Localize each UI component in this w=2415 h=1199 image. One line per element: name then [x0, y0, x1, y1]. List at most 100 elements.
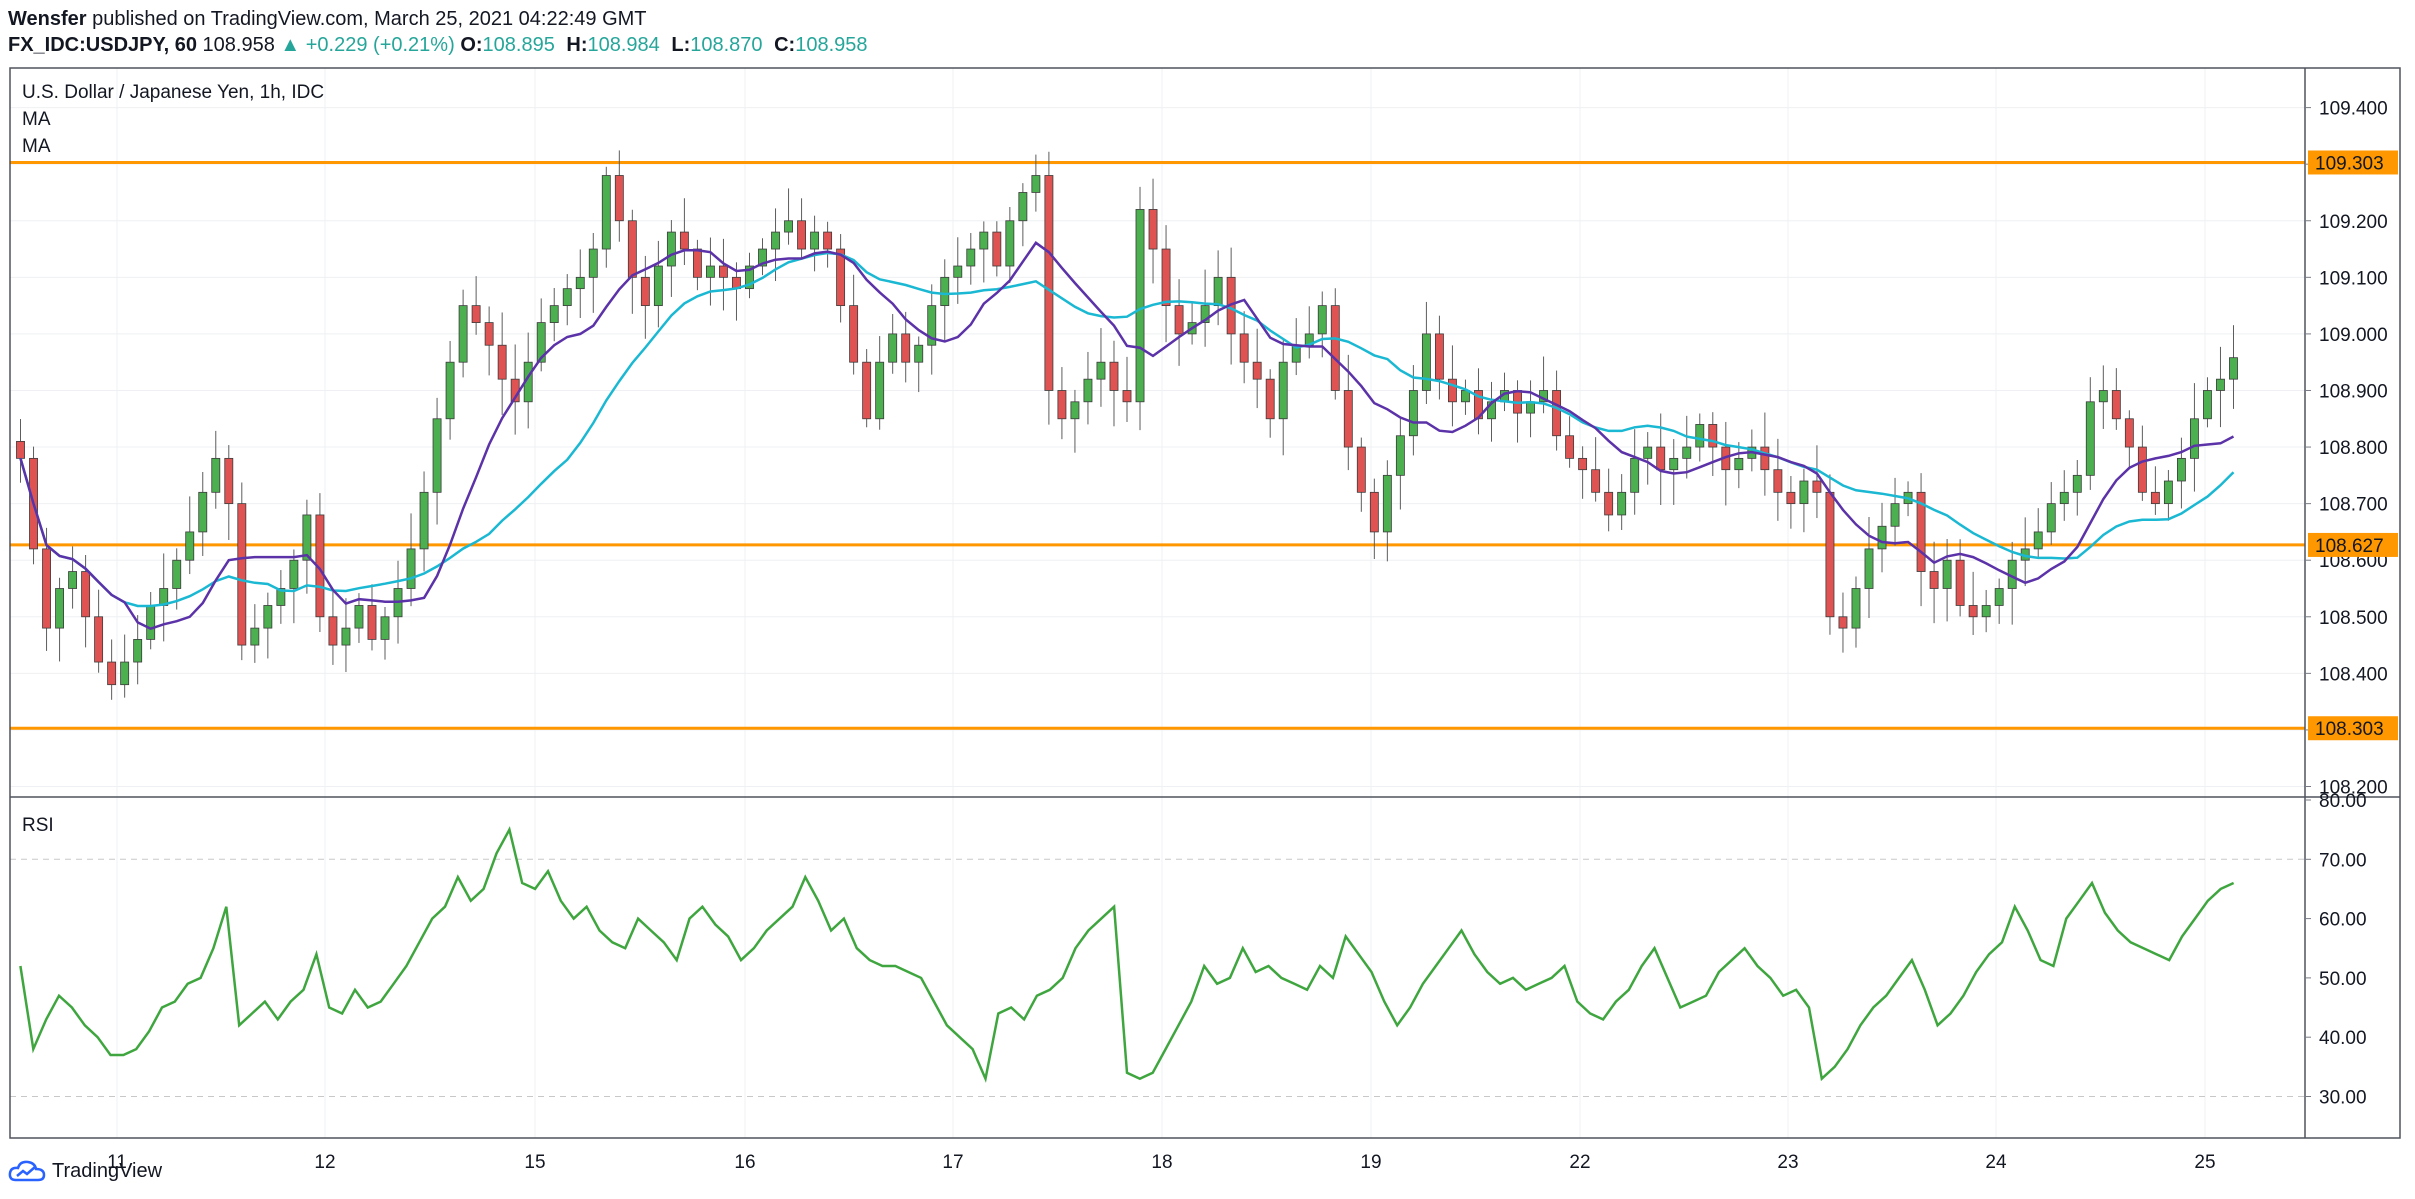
candle-down [497, 344, 507, 380]
candle-up [1890, 503, 1900, 527]
candle-up [458, 305, 468, 363]
candle-up [1851, 588, 1861, 629]
candle-up [1005, 220, 1015, 267]
candlesticks[interactable] [16, 150, 2238, 700]
candle-down [640, 276, 650, 307]
rsi-tick-label: 70.00 [2319, 850, 2367, 871]
level-price-tag [2308, 716, 2398, 741]
candle-up [133, 639, 143, 663]
y-tick-label: 109.000 [2319, 325, 2388, 346]
candle-down [1604, 491, 1614, 516]
candle-up [250, 627, 260, 646]
candle-down [1265, 378, 1275, 420]
candle-up [888, 333, 898, 363]
candle-up [302, 514, 312, 561]
y-tick-label: 108.900 [2319, 381, 2388, 402]
publish-line: Wensfer published on TradingView.com, Ma… [8, 6, 647, 32]
candle-down [1356, 446, 1366, 493]
candle-down [1109, 361, 1119, 391]
candle-up [2098, 390, 2108, 403]
candle-down [1591, 469, 1601, 493]
high-label: H: [566, 34, 588, 56]
rsi-tick-label: 80.00 [2319, 791, 2367, 812]
candle-up [185, 531, 195, 561]
y-tick-label: 108.700 [2319, 495, 2388, 516]
candle-up [406, 548, 416, 589]
candle-down [1057, 390, 1067, 420]
candle-up [1278, 361, 1288, 420]
candle-up [1083, 378, 1093, 403]
candle-up [1799, 480, 1809, 505]
level-price-tag [2308, 532, 2398, 557]
candle-up [601, 175, 611, 250]
candle-up [549, 305, 559, 323]
x-tick-label: 12 [314, 1152, 335, 1173]
candle-up [653, 265, 663, 307]
x-tick-label: 17 [942, 1152, 963, 1173]
rsi-tick-label: 40.00 [2319, 1028, 2367, 1049]
x-tick-label: 19 [1360, 1152, 1381, 1173]
rsi-tick-label: 50.00 [2319, 969, 2367, 990]
candle-up [2046, 503, 2056, 533]
candle-down [2150, 491, 2160, 505]
open-label: O: [460, 34, 483, 56]
chart-title[interactable]: U.S. Dollar / Japanese Yen, 1h, IDC [22, 82, 325, 103]
panel-frame [9, 67, 2401, 1139]
x-tick-label: 25 [2194, 1152, 2215, 1173]
candle-up [771, 231, 780, 250]
close-value: 108.958 [795, 34, 868, 56]
candle-down [328, 616, 338, 646]
candle-up [1135, 209, 1145, 403]
candle-up [1200, 305, 1210, 323]
x-tick-label: 16 [734, 1152, 755, 1173]
candle-down [367, 605, 377, 640]
candle-down [1916, 491, 1926, 572]
high-value: 108.984 [587, 34, 660, 56]
grid-lines [10, 68, 2305, 1138]
candle-up [1734, 457, 1744, 471]
candle-up [198, 491, 208, 533]
author-name[interactable]: Wensfer [8, 8, 87, 30]
candle-up [979, 231, 989, 250]
x-tick-label: 23 [1777, 1152, 1798, 1173]
rsi-legend[interactable]: RSI [22, 815, 54, 836]
ma-legend-1[interactable]: MA [22, 109, 51, 130]
candle-up [354, 605, 364, 629]
candle-up [758, 248, 767, 267]
rsi-tick-label: 30.00 [2319, 1087, 2367, 1108]
candle-up [1877, 525, 1887, 550]
candle-up [1669, 457, 1679, 471]
candle-down [2111, 390, 2121, 420]
ma-legend-2[interactable]: MA [22, 136, 51, 157]
x-tick-label: 18 [1151, 1152, 1172, 1173]
footer-brand: TradingView [52, 1159, 163, 1182]
last-price: 108.958 [202, 34, 275, 56]
candle-down [94, 616, 104, 663]
level-label: 108.627 [2315, 536, 2384, 557]
candle-down [107, 661, 117, 686]
x-tick-label: 22 [1569, 1152, 1590, 1173]
y-tick-label: 109.400 [2319, 99, 2388, 120]
candle-down [1760, 446, 1770, 471]
candle-down [1786, 491, 1796, 505]
candle-up [380, 616, 390, 640]
candle-up [432, 418, 442, 493]
candle-down [1812, 480, 1822, 493]
candle-down [1122, 390, 1132, 403]
candle-up [68, 571, 78, 589]
candle-up [1031, 175, 1041, 193]
y-tick-label: 109.200 [2319, 212, 2388, 233]
candle-up [953, 265, 963, 278]
candle-down [1968, 605, 1978, 618]
candle-down [1955, 559, 1965, 606]
candle-up [666, 231, 676, 267]
tradingview-logo[interactable]: TradingView [8, 1156, 162, 1186]
level-label: 108.303 [2315, 719, 2384, 740]
candle-down [1044, 175, 1054, 391]
candle-down [471, 305, 481, 323]
candle-up [2229, 357, 2238, 380]
candle-up [55, 588, 64, 629]
candle-down [1239, 333, 1249, 363]
candle-down [1825, 491, 1835, 618]
